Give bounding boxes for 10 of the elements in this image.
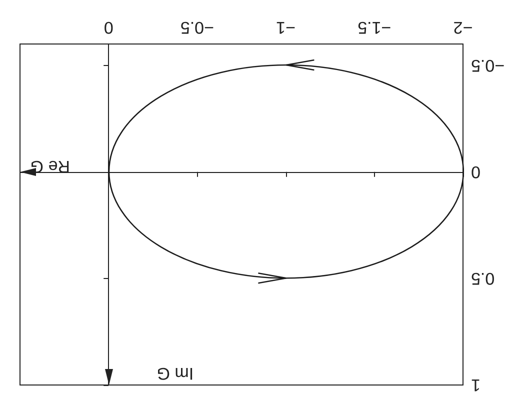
y-tick-label: 0 (471, 162, 480, 182)
x-tick-label: −0.5 (180, 18, 214, 37)
ref-line-label: Im G (156, 364, 194, 383)
y-tick-label: 0.5 (471, 268, 495, 288)
y-tick-label: 1 (471, 376, 480, 394)
x-tick-label: −1.5 (358, 18, 392, 37)
y-tick-label: −0.5 (471, 56, 505, 75)
x-tick-label: −1 (276, 18, 296, 37)
x-tick-label: −2 (453, 18, 473, 37)
x-tick-label: 0 (104, 18, 114, 37)
